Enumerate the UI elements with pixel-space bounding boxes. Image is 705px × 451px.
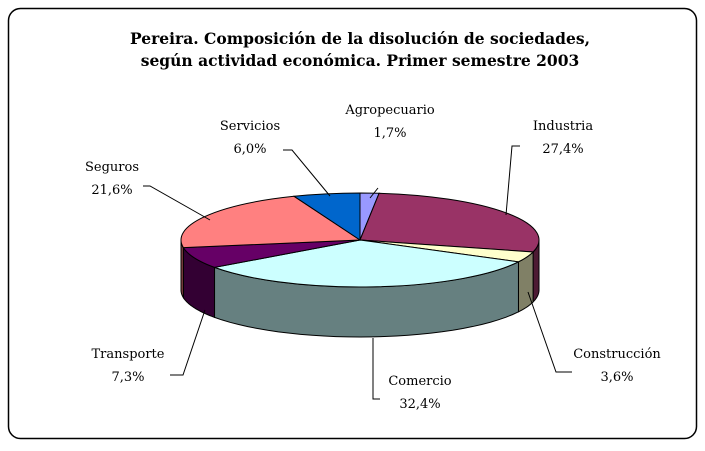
leader-line — [505, 145, 520, 216]
slice-label: Comercio — [388, 374, 451, 389]
slice — [292, 192, 361, 241]
value-label: 7,3% — [111, 370, 144, 385]
leader-line — [527, 291, 572, 373]
leader-line — [369, 187, 379, 199]
chart-title: Pereira. Composición de la disolución de… — [130, 29, 590, 48]
slice-label: Industria — [533, 119, 593, 134]
value-label: 32,4% — [399, 397, 440, 412]
value-label: 6,0% — [233, 142, 266, 157]
leader-line — [143, 185, 211, 221]
leader-line — [170, 309, 206, 376]
value-label: 3,6% — [600, 370, 633, 385]
value-label: 21,6% — [91, 183, 132, 198]
slice — [212, 239, 521, 288]
value-label: 27,4% — [542, 142, 583, 157]
slice-label: Construcción — [573, 347, 661, 362]
slice-label: Transporte — [92, 347, 165, 362]
pie — [180, 192, 540, 338]
value-label: 1,7% — [373, 126, 406, 141]
slice-side — [180, 239, 184, 300]
slice-label: Seguros — [85, 160, 139, 175]
leader-line — [283, 149, 331, 197]
slice — [359, 192, 540, 253]
slice-label: Servicios — [220, 119, 280, 134]
leader-lines — [143, 145, 572, 400]
leader-line — [372, 338, 380, 400]
chart-title: según actividad económica. Primer semest… — [141, 51, 580, 70]
slice-label: Agropecuario — [344, 103, 435, 118]
